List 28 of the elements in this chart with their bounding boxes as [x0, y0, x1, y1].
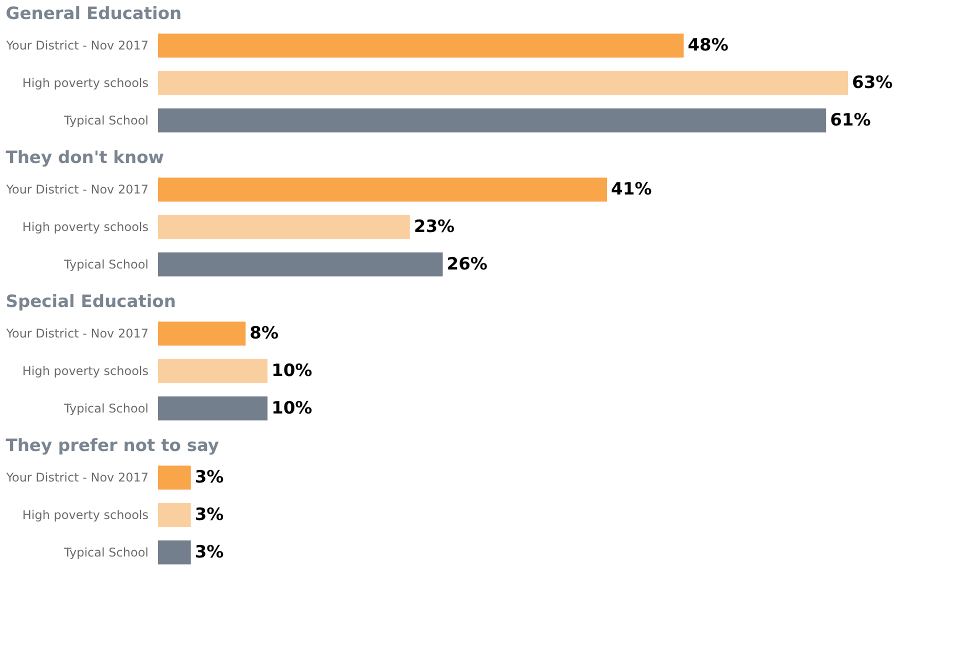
- data-label: 26%: [446, 254, 488, 274]
- y-tick-label: High poverty schools: [22, 76, 148, 90]
- y-tick-label: Typical School: [63, 257, 148, 272]
- y-tick-label: Your District - Nov 2017: [5, 38, 148, 53]
- y-tick-label: Typical School: [63, 545, 148, 560]
- data-label: 10%: [272, 398, 312, 418]
- chart-title: They don't know: [6, 148, 164, 168]
- data-label: 23%: [414, 217, 455, 237]
- data-label: 41%: [611, 180, 652, 200]
- data-label: 3%: [194, 542, 224, 562]
- chart-title: Special Education: [6, 292, 176, 312]
- data-label: 3%: [194, 468, 224, 488]
- y-tick-label: Typical School: [63, 113, 148, 128]
- chart-title: General Education: [6, 4, 182, 24]
- data-label: 8%: [250, 324, 278, 344]
- data-label: 61%: [830, 110, 871, 130]
- data-label: 63%: [852, 73, 893, 93]
- y-tick-label: Your District - Nov 2017: [5, 470, 148, 485]
- data-label: 3%: [194, 505, 224, 525]
- data-label: 10%: [272, 361, 312, 381]
- y-tick-label: Your District - Nov 2017: [5, 326, 148, 341]
- y-tick-label: Your District - Nov 2017: [5, 182, 148, 197]
- y-tick-label: Typical School: [63, 401, 148, 416]
- data-label: 48%: [688, 36, 728, 56]
- y-tick-label: High poverty schools: [22, 220, 148, 234]
- chart-title: They prefer not to say: [6, 436, 219, 456]
- y-tick-label: High poverty schools: [22, 364, 148, 378]
- y-tick-label: High poverty schools: [22, 508, 148, 522]
